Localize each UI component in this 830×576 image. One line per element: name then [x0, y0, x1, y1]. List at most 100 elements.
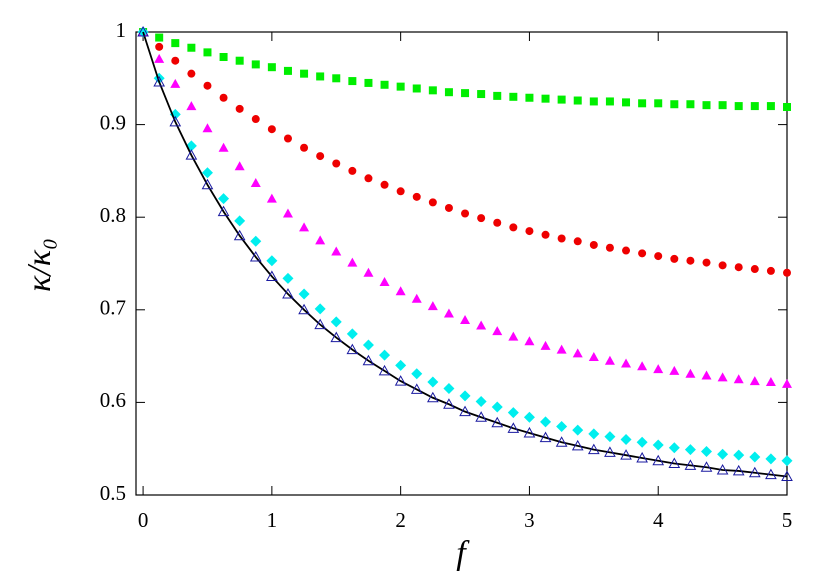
- square-marker: [187, 43, 196, 52]
- x-tick-label: 3: [524, 508, 535, 532]
- triangle-marker: [765, 377, 776, 387]
- square-marker: [573, 96, 582, 105]
- diamond-marker: [765, 453, 777, 465]
- triangle-marker: [154, 53, 165, 63]
- circle-marker: [251, 115, 260, 124]
- square-marker: [589, 97, 598, 106]
- triangle-marker: [508, 331, 519, 341]
- open-triangle-marker: [266, 270, 278, 281]
- square-marker: [622, 98, 631, 107]
- square-marker: [783, 103, 791, 112]
- y-axis-title: κ/κ₀: [21, 238, 58, 292]
- square-marker: [670, 100, 679, 109]
- circle-marker: [638, 249, 647, 258]
- circle-marker: [316, 152, 325, 161]
- circle-marker: [622, 246, 631, 255]
- open-triangle-marker: [169, 115, 182, 127]
- triangle-marker: [331, 246, 342, 256]
- open-triangle-marker: [201, 178, 214, 190]
- square-marker: [396, 82, 405, 91]
- triangle-marker: [202, 123, 213, 133]
- triangle-marker: [685, 368, 696, 378]
- diamond-marker: [427, 376, 439, 388]
- diamond-marker: [652, 439, 664, 451]
- open-triangle-marker: [346, 343, 359, 355]
- circle-marker: [267, 125, 276, 134]
- diamond-marker: [684, 444, 696, 456]
- diamond-marker: [636, 436, 648, 448]
- square-marker: [428, 86, 437, 95]
- circle-marker: [461, 209, 470, 218]
- square-marker: [557, 95, 566, 104]
- diamond-marker: [395, 359, 407, 371]
- square-marker: [235, 56, 244, 65]
- diamond-marker: [201, 167, 213, 179]
- triangle-marker: [749, 376, 760, 386]
- open-triangle-marker: [249, 250, 262, 262]
- open-triangle-marker: [636, 451, 648, 463]
- diamond-marker: [443, 383, 455, 395]
- x-tick-label: 4: [653, 508, 664, 532]
- triangle-marker: [492, 326, 503, 336]
- circle-marker: [444, 203, 453, 212]
- square-marker: [605, 97, 614, 106]
- triangle-marker: [524, 336, 535, 346]
- triangle-marker: [347, 257, 358, 267]
- plot-frame: [135, 31, 788, 496]
- y-tick-label: 0.9: [100, 110, 126, 134]
- open-triangle-marker: [620, 449, 632, 460]
- triangle-marker: [669, 365, 680, 375]
- square-marker: [461, 89, 470, 98]
- square-marker: [541, 94, 550, 103]
- diamond-marker: [362, 339, 374, 351]
- triangle-marker: [379, 277, 390, 287]
- x-tick-label: 5: [782, 508, 793, 532]
- open-triangle-marker: [604, 446, 616, 457]
- x-tick-label: 0: [138, 508, 149, 532]
- circle-marker: [766, 266, 775, 275]
- circle-marker: [348, 166, 357, 175]
- diamond-marker: [733, 449, 745, 461]
- diamond-marker: [282, 272, 294, 284]
- triangle-marker: [460, 314, 471, 324]
- square-marker: [283, 66, 292, 75]
- open-triangle-marker: [475, 411, 487, 422]
- circle-marker: [332, 159, 341, 168]
- diamond-marker: [346, 328, 358, 340]
- circle-marker: [718, 261, 727, 270]
- open-triangle-marker: [748, 466, 761, 478]
- open-triangle-marker: [765, 468, 777, 480]
- triangle-marker: [363, 267, 374, 277]
- square-marker: [332, 74, 341, 83]
- triangle-marker: [170, 78, 181, 88]
- square-marker: [686, 100, 695, 109]
- square-marker: [444, 88, 453, 97]
- triangle-marker: [282, 208, 293, 218]
- open-triangle-marker: [587, 443, 600, 455]
- open-triangle-marker: [668, 457, 681, 469]
- circle-marker: [702, 258, 711, 267]
- circle-marker: [380, 180, 389, 189]
- square-marker: [766, 102, 775, 111]
- diamond-marker: [572, 424, 584, 436]
- open-triangle-marker: [185, 149, 198, 160]
- triangle-marker: [299, 222, 310, 232]
- open-triangle-marker: [153, 75, 166, 87]
- circle-marker: [783, 268, 791, 277]
- open-triangle-marker: [459, 405, 471, 417]
- square-marker: [654, 99, 663, 108]
- open-triangle-marker: [362, 354, 375, 366]
- square-marker: [219, 53, 228, 62]
- triangle-marker: [266, 193, 277, 203]
- y-tick-label: 0.8: [100, 203, 126, 227]
- diamond-marker: [298, 288, 310, 300]
- circle-marker: [477, 214, 486, 223]
- square-marker: [525, 93, 534, 102]
- circle-marker: [396, 187, 405, 196]
- circle-marker: [364, 174, 373, 183]
- triangle-marker: [556, 344, 567, 354]
- diamond-marker: [523, 411, 535, 423]
- circle-marker: [300, 143, 309, 152]
- y-tick-label: 1: [116, 18, 127, 42]
